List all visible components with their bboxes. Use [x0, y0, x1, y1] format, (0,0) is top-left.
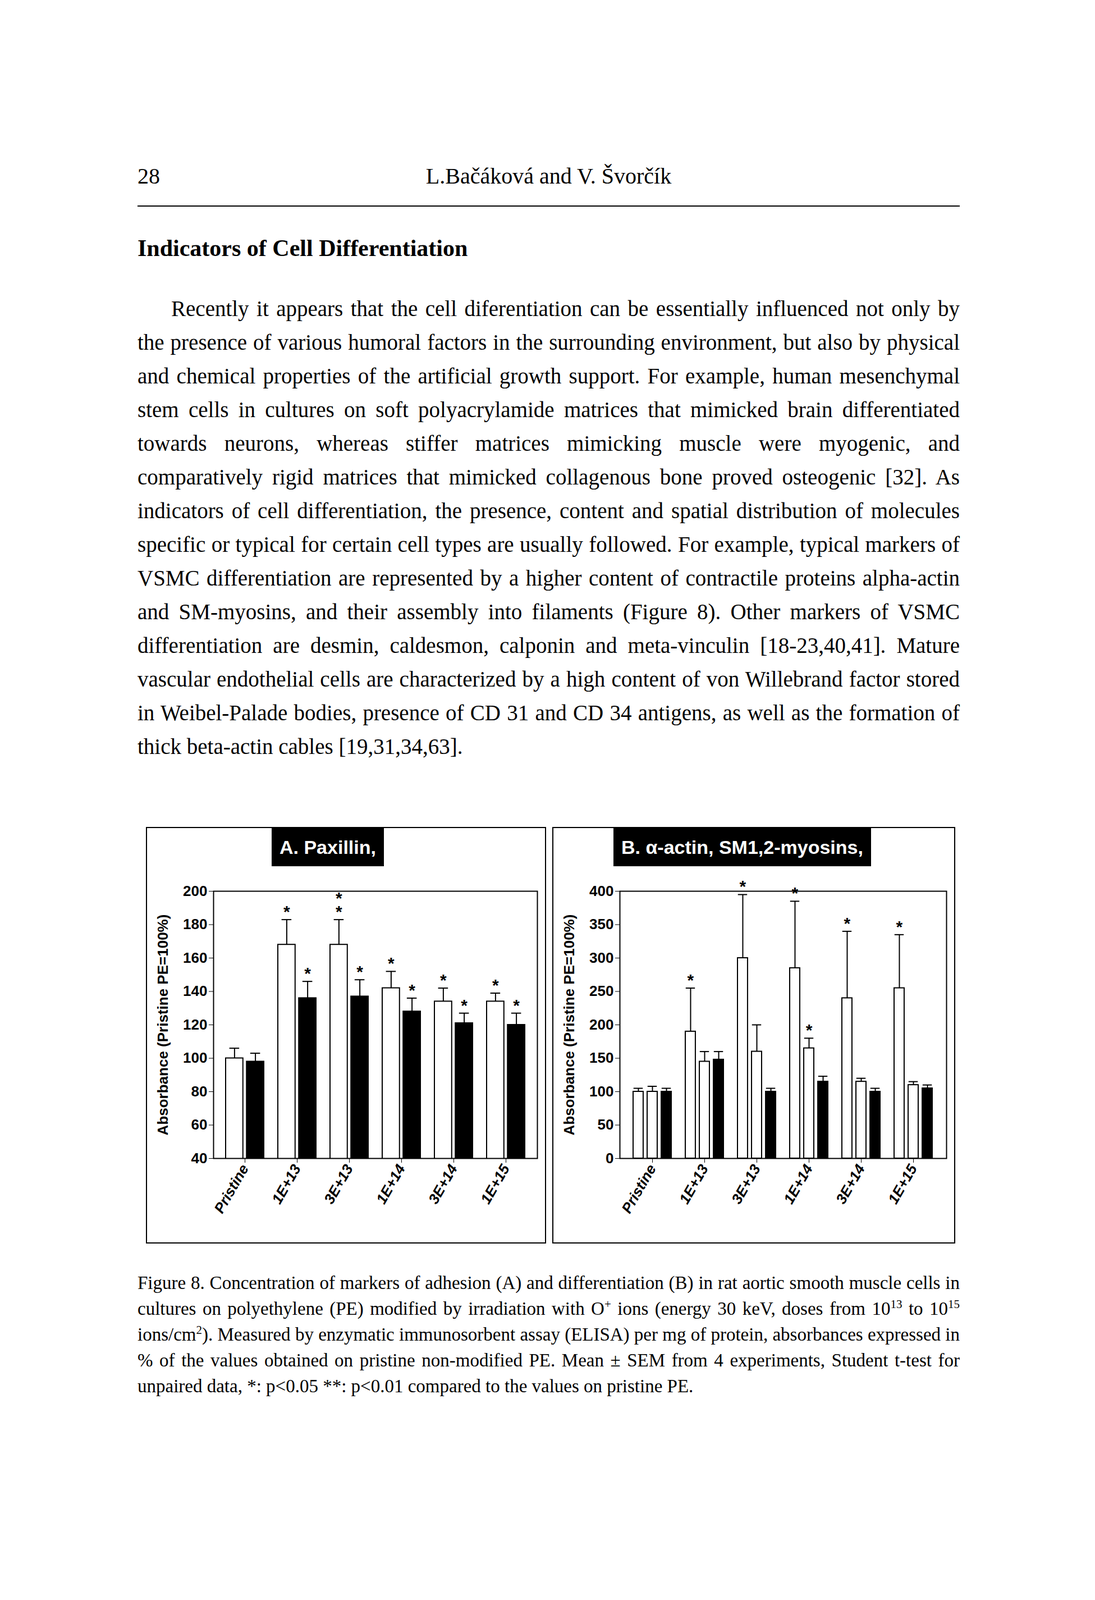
html-text:Figure 8. Concentration of mar: Figure 8. Concentration of markers of ad… [137, 1272, 960, 1319]
svg-text:3E+13: 3E+13 [320, 1160, 357, 1207]
svg-text:400: 400 [589, 882, 614, 900]
svg-text:100: 100 [589, 1082, 614, 1100]
svg-text:*: * [356, 961, 364, 981]
svg-text:3E+14: 3E+14 [832, 1160, 869, 1207]
svg-text:100: 100 [182, 1048, 208, 1066]
svg-text:1E+14: 1E+14 [372, 1160, 409, 1207]
svg-text:350: 350 [589, 915, 614, 933]
svg-text:1E+15: 1E+15 [477, 1160, 513, 1207]
svg-text:40: 40 [191, 1149, 208, 1167]
html-text:28: 28 [137, 163, 160, 189]
svg-text:250: 250 [589, 982, 614, 1000]
svg-text:Absorbance (Pristine PE=100%): Absorbance (Pristine PE=100%) [154, 914, 172, 1136]
svg-text:Pristine: Pristine [617, 1161, 660, 1217]
svg-text:*: * [460, 995, 468, 1015]
svg-text:0: 0 [605, 1149, 614, 1167]
svg-text:Pristine: Pristine [210, 1161, 253, 1217]
html-text:Indicators of Cell Differentia: Indicators of Cell Differentiation [137, 235, 468, 261]
svg-text:*: * [687, 970, 695, 989]
svg-text:120: 120 [182, 1015, 208, 1033]
svg-text:*: * [304, 963, 311, 983]
html-text:13to 10: 13to 10 [890, 1297, 948, 1319]
html-text:B. α-actin, SM1,2-myosins,: B. α-actin, SM1,2-myosins, [621, 836, 864, 858]
svg-text:Absorbance (Pristine PE=100%): Absorbance (Pristine PE=100%) [560, 914, 578, 1136]
svg-text:300: 300 [589, 949, 614, 966]
svg-text:1E+13: 1E+13 [268, 1160, 305, 1207]
svg-text:*: * [408, 980, 416, 1000]
svg-text:*: * [492, 975, 499, 994]
svg-text:*: * [844, 913, 851, 933]
svg-text:*: * [739, 876, 747, 896]
html-text:ions/cm2). Measured by enzymat: ions/cm2). Measured by enzymatic immunos… [137, 1322, 960, 1396]
html-text:A. Paxillin,: A. Paxillin, [279, 836, 377, 858]
svg-text:200: 200 [589, 1015, 614, 1033]
svg-text:*: * [283, 901, 291, 921]
svg-text:**: ** [335, 888, 343, 921]
svg-text:80: 80 [191, 1082, 208, 1100]
svg-text:3E+13: 3E+13 [727, 1160, 764, 1207]
svg-text:50: 50 [597, 1115, 615, 1133]
svg-text:1E+15: 1E+15 [884, 1160, 921, 1207]
svg-text:3E+14: 3E+14 [424, 1160, 461, 1207]
svg-text:*: * [805, 1020, 813, 1039]
svg-text:*: * [387, 953, 395, 973]
svg-text:1E+13: 1E+13 [675, 1160, 712, 1207]
svg-text:1E+14: 1E+14 [780, 1160, 817, 1207]
svg-text:200: 200 [182, 882, 208, 900]
svg-text:*: * [512, 995, 520, 1015]
svg-text:*: * [440, 970, 447, 989]
svg-text:160: 160 [182, 949, 208, 966]
svg-text:*: * [896, 917, 904, 936]
svg-text:150: 150 [589, 1048, 614, 1066]
html-text:L.Bačáková and V. Švorčík: L.Bačáková and V. Švorčík [425, 163, 672, 189]
svg-text:*: * [791, 883, 799, 902]
html-text:15: 15 [947, 1297, 960, 1311]
html-text:Recently it appears that the c: Recently it appears that the cell difere… [137, 296, 960, 759]
svg-text:140: 140 [182, 982, 208, 1000]
svg-text:60: 60 [191, 1115, 208, 1133]
svg-text:180: 180 [182, 915, 208, 933]
